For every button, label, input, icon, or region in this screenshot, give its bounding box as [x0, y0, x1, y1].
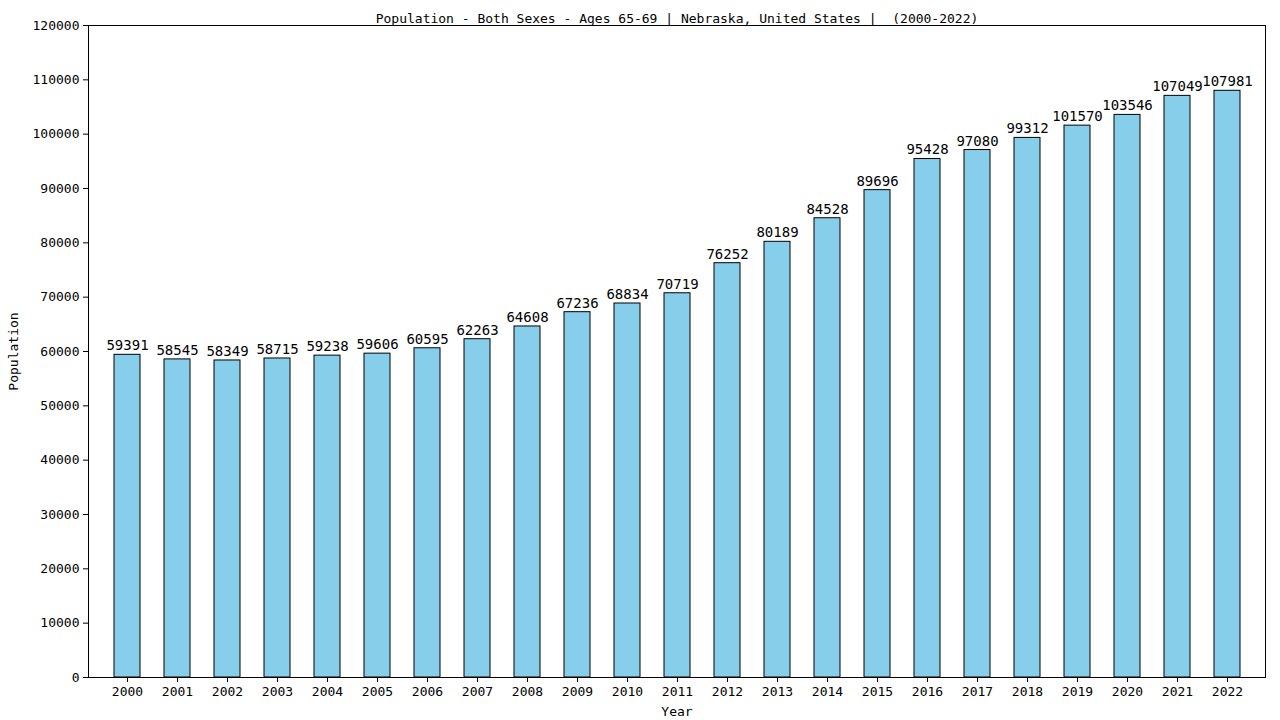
svg-text:58349: 58349 [206, 343, 248, 359]
svg-text:68834: 68834 [606, 286, 648, 302]
svg-text:2016: 2016 [912, 684, 943, 699]
svg-text:59606: 59606 [356, 336, 398, 352]
svg-text:Population - Both Sexes - Ages: Population - Both Sexes - Ages 65-69 | N… [376, 11, 979, 26]
svg-text:20000: 20000 [40, 561, 79, 576]
svg-text:60595: 60595 [406, 331, 448, 347]
svg-text:95428: 95428 [906, 141, 948, 157]
svg-text:2005: 2005 [362, 684, 393, 699]
svg-text:2003: 2003 [262, 684, 293, 699]
svg-text:107049: 107049 [1152, 78, 1203, 94]
svg-text:50000: 50000 [40, 398, 79, 413]
svg-text:Population: Population [6, 312, 21, 390]
svg-text:10000: 10000 [40, 615, 79, 630]
svg-text:2013: 2013 [762, 684, 793, 699]
svg-text:2006: 2006 [412, 684, 443, 699]
svg-text:99312: 99312 [1006, 120, 1048, 136]
svg-text:2007: 2007 [462, 684, 493, 699]
svg-text:2009: 2009 [562, 684, 593, 699]
svg-text:2018: 2018 [1012, 684, 1043, 699]
svg-text:90000: 90000 [40, 181, 79, 196]
svg-text:80000: 80000 [40, 235, 79, 250]
svg-text:0: 0 [72, 670, 80, 685]
svg-text:107981: 107981 [1202, 73, 1253, 89]
svg-text:60000: 60000 [40, 344, 79, 359]
svg-text:30000: 30000 [40, 507, 79, 522]
svg-text:76252: 76252 [706, 246, 748, 262]
svg-text:84528: 84528 [806, 201, 848, 217]
svg-text:59238: 59238 [306, 338, 348, 354]
svg-text:2015: 2015 [862, 684, 893, 699]
svg-text:2010: 2010 [612, 684, 643, 699]
svg-text:2004: 2004 [312, 684, 343, 699]
svg-text:2019: 2019 [1062, 684, 1093, 699]
svg-text:58545: 58545 [156, 342, 198, 358]
svg-text:2014: 2014 [812, 684, 843, 699]
svg-text:110000: 110000 [33, 72, 80, 87]
svg-text:101570: 101570 [1052, 108, 1103, 124]
svg-text:120000: 120000 [33, 18, 80, 33]
svg-text:64608: 64608 [506, 309, 548, 325]
svg-text:2000: 2000 [112, 684, 143, 699]
svg-text:62263: 62263 [456, 322, 498, 338]
svg-text:40000: 40000 [40, 452, 79, 467]
svg-text:2020: 2020 [1112, 684, 1143, 699]
svg-text:2022: 2022 [1212, 684, 1243, 699]
svg-text:67236: 67236 [556, 295, 598, 311]
svg-text:97080: 97080 [956, 133, 998, 149]
svg-text:2012: 2012 [712, 684, 743, 699]
svg-text:100000: 100000 [33, 126, 80, 141]
svg-text:Year: Year [661, 704, 692, 719]
svg-text:2001: 2001 [162, 684, 193, 699]
svg-text:2002: 2002 [212, 684, 243, 699]
svg-text:89696: 89696 [856, 173, 898, 189]
svg-text:70000: 70000 [40, 289, 79, 304]
svg-text:2008: 2008 [512, 684, 543, 699]
svg-text:59391: 59391 [106, 337, 148, 353]
svg-text:103546: 103546 [1102, 97, 1153, 113]
svg-text:2021: 2021 [1162, 684, 1193, 699]
svg-text:70719: 70719 [656, 276, 698, 292]
svg-text:2017: 2017 [962, 684, 993, 699]
svg-text:2011: 2011 [662, 684, 693, 699]
svg-text:80189: 80189 [756, 224, 798, 240]
svg-text:58715: 58715 [256, 341, 298, 357]
